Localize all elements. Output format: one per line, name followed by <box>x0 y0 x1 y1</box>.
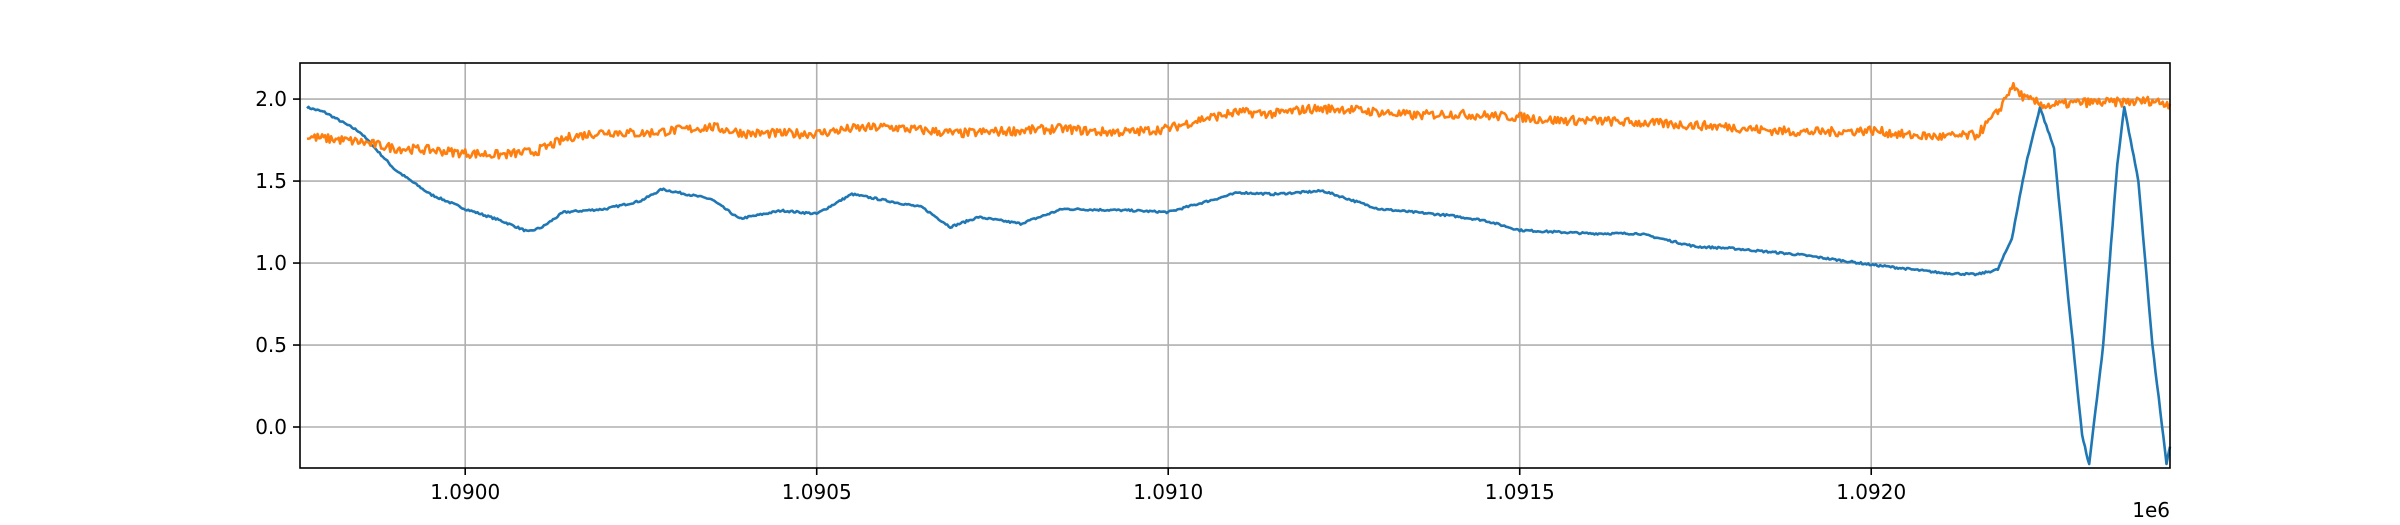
x-tick-label: 1.0915 <box>1485 480 1555 504</box>
y-tick-label: 0.0 <box>255 415 287 439</box>
series-2-line <box>306 81 2172 160</box>
series-1-line <box>306 105 2172 466</box>
y-tick-label: 0.5 <box>255 333 287 357</box>
plot-frame <box>299 62 2171 469</box>
y-axis: 0.0 0.5 1.0 1.5 2.0 <box>255 87 300 439</box>
x-tick-label: 1.0920 <box>1836 480 1906 504</box>
x-axis-offset-label: 1e6 <box>2132 498 2170 522</box>
y-tick-label: 1.5 <box>255 169 287 193</box>
x-axis: 1.0900 1.0905 1.0910 1.0915 1.0920 <box>430 468 1906 504</box>
x-tick-label: 1.0905 <box>782 480 852 504</box>
y-tick-label: 2.0 <box>255 87 287 111</box>
x-tick-label: 1.0910 <box>1133 480 1203 504</box>
x-tick-label: 1.0900 <box>430 480 500 504</box>
series-layer <box>306 81 2172 466</box>
y-tick-label: 1.0 <box>255 251 287 275</box>
